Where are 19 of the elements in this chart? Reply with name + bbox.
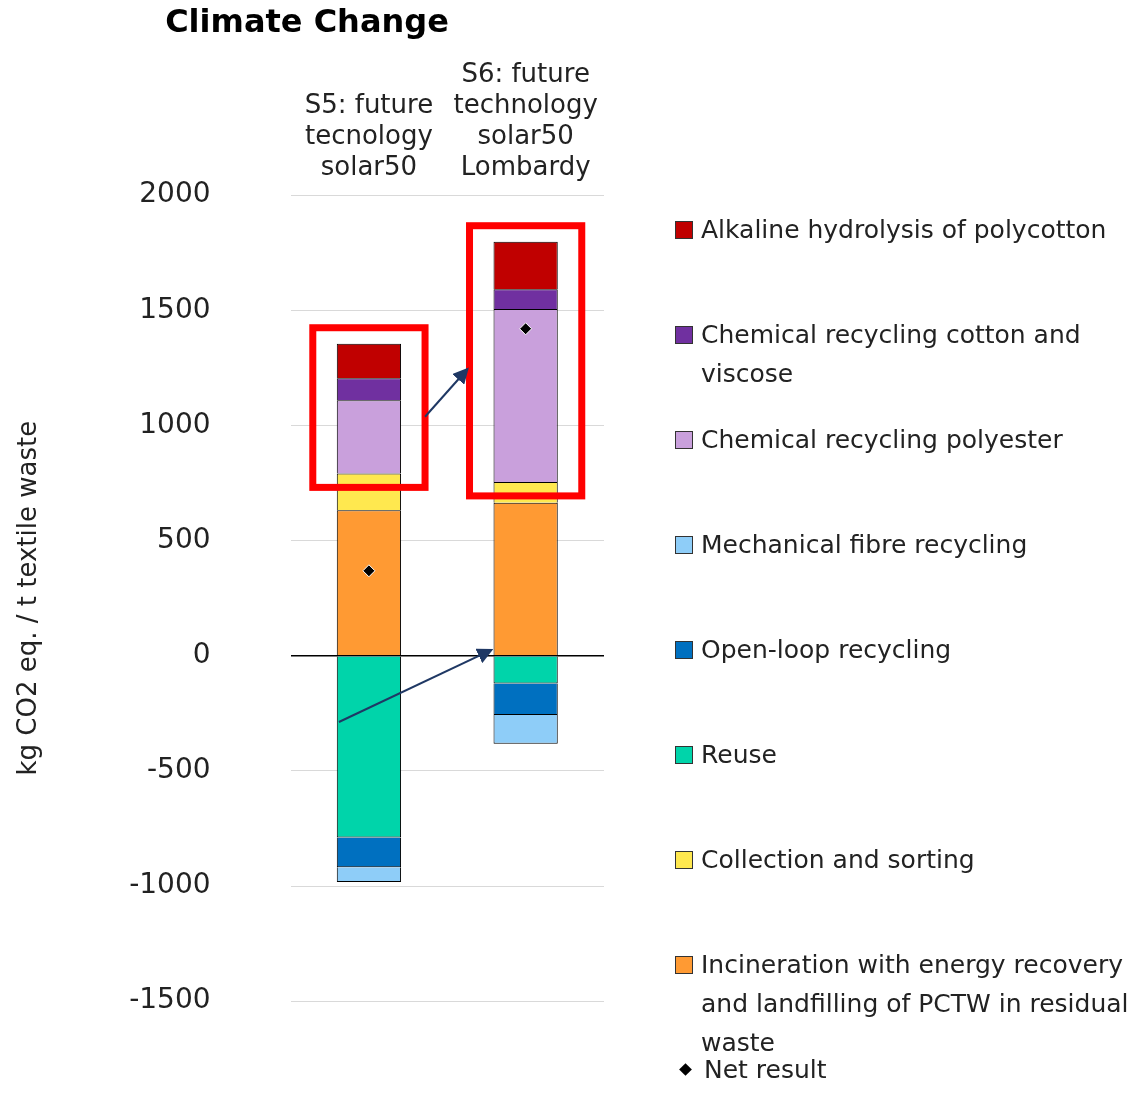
y-axis-title: kg CO2 eq. / t textile waste — [12, 420, 43, 776]
legend-label: Mechanical fibre recycling — [701, 529, 1028, 561]
y-tick-label: 0 — [192, 637, 211, 671]
legend-label: Open-loop recycling — [701, 634, 952, 666]
legend-label: Reuse — [701, 739, 777, 771]
y-tick-label: -1500 — [129, 982, 211, 1016]
legend-label: Chemical recycling cotton and viscose — [701, 319, 1082, 390]
legend-label: Collection and sorting — [701, 844, 975, 876]
y-tick-label: -1000 — [129, 867, 211, 901]
y-tick-label: 500 — [157, 521, 211, 555]
x-tick-label: S5: future tecnology solar50 — [304, 88, 434, 182]
chart-title: Climate Change — [165, 1, 449, 40]
y-tick-label: 1500 — [139, 291, 211, 325]
y-tick-label: 2000 — [139, 176, 211, 210]
x-tick-label: S6: future technology solar50 Lombardy — [453, 57, 598, 182]
y-tick-label: 1000 — [139, 406, 211, 440]
legend-label: Chemical recycling polyester — [701, 424, 1063, 456]
y-tick-label: -500 — [147, 752, 211, 786]
legend-label: Alkaline hydrolysis of polycotton — [701, 214, 1107, 246]
